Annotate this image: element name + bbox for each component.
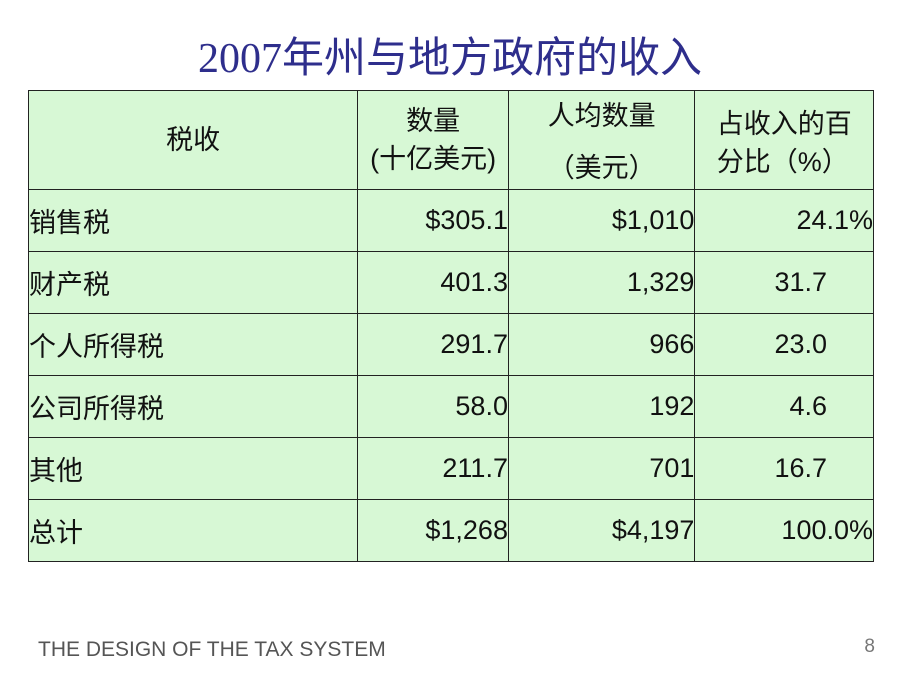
slide-title: 2007年州与地方政府的收入 [197,36,702,82]
row-per-capita-total: $4,197 [507,499,696,562]
row-amount-total: $1,268 [357,499,509,562]
header-amount-line1: 数量 [406,106,461,136]
header-per-capita-line1: 人均数量 [547,101,656,131]
header-tax-type-label: 税收 [166,125,221,155]
table-header-row: 税收 数量 (十亿美元) 人均数量 （美元） 占收入的百 分比（%） [27,90,874,190]
header-tax-type: 税收 [27,90,359,190]
table-row: 公司所得税 58.0 192 4.6 [27,375,874,438]
header-percent: 占收入的百 分比（%） [694,90,874,190]
row-label: 公司所得税 [27,375,359,438]
row-label-total: 总计 [27,499,359,562]
row-per-capita: 1,329 [507,251,696,314]
row-amount: 291.7 [357,313,509,376]
row-percent-total: 100.0% [694,499,874,562]
row-percent: 31.7 [694,251,874,314]
page-number: 8 [864,636,875,657]
header-amount-line2: (十亿美元) [370,144,497,174]
header-percent-line2: 分比（%） [716,147,849,177]
table-row: 其他 211.7 701 16.7 [27,437,874,500]
table-row: 销售税 $305.1 $1,010 24.1% [27,189,874,252]
row-amount: 401.3 [357,251,509,314]
row-per-capita: 701 [507,437,696,500]
table-row: 财产税 401.3 1,329 31.7 [27,251,874,314]
row-percent: 24.1% [694,189,874,252]
header-percent-line1: 占收入的百 [716,109,852,139]
row-label: 财产税 [27,251,359,314]
row-amount: $305.1 [357,189,509,252]
slide-footer: THE DESIGN OF THE TAX SYSTEM [38,638,386,661]
row-percent: 4.6 [694,375,874,438]
row-per-capita: $1,010 [507,189,696,252]
row-per-capita: 192 [507,375,696,438]
tax-revenue-table: 税收 数量 (十亿美元) 人均数量 （美元） 占收入的百 分比（%） 销售税 $… [27,90,874,562]
row-amount: 211.7 [357,437,509,500]
row-label: 销售税 [27,189,359,252]
table-row: 个人所得税 291.7 966 23.0 [27,313,874,376]
row-per-capita: 966 [507,313,696,376]
row-amount: 58.0 [357,375,509,438]
header-per-capita: 人均数量 （美元） [507,90,696,190]
row-label: 其他 [27,437,359,500]
row-percent: 16.7 [694,437,874,500]
row-percent: 23.0 [694,313,874,376]
row-label: 个人所得税 [27,313,359,376]
header-amount: 数量 (十亿美元) [357,90,509,190]
table-row-total: 总计 $1,268 $4,197 100.0% [27,499,874,562]
header-per-capita-line2: （美元） [547,153,656,183]
